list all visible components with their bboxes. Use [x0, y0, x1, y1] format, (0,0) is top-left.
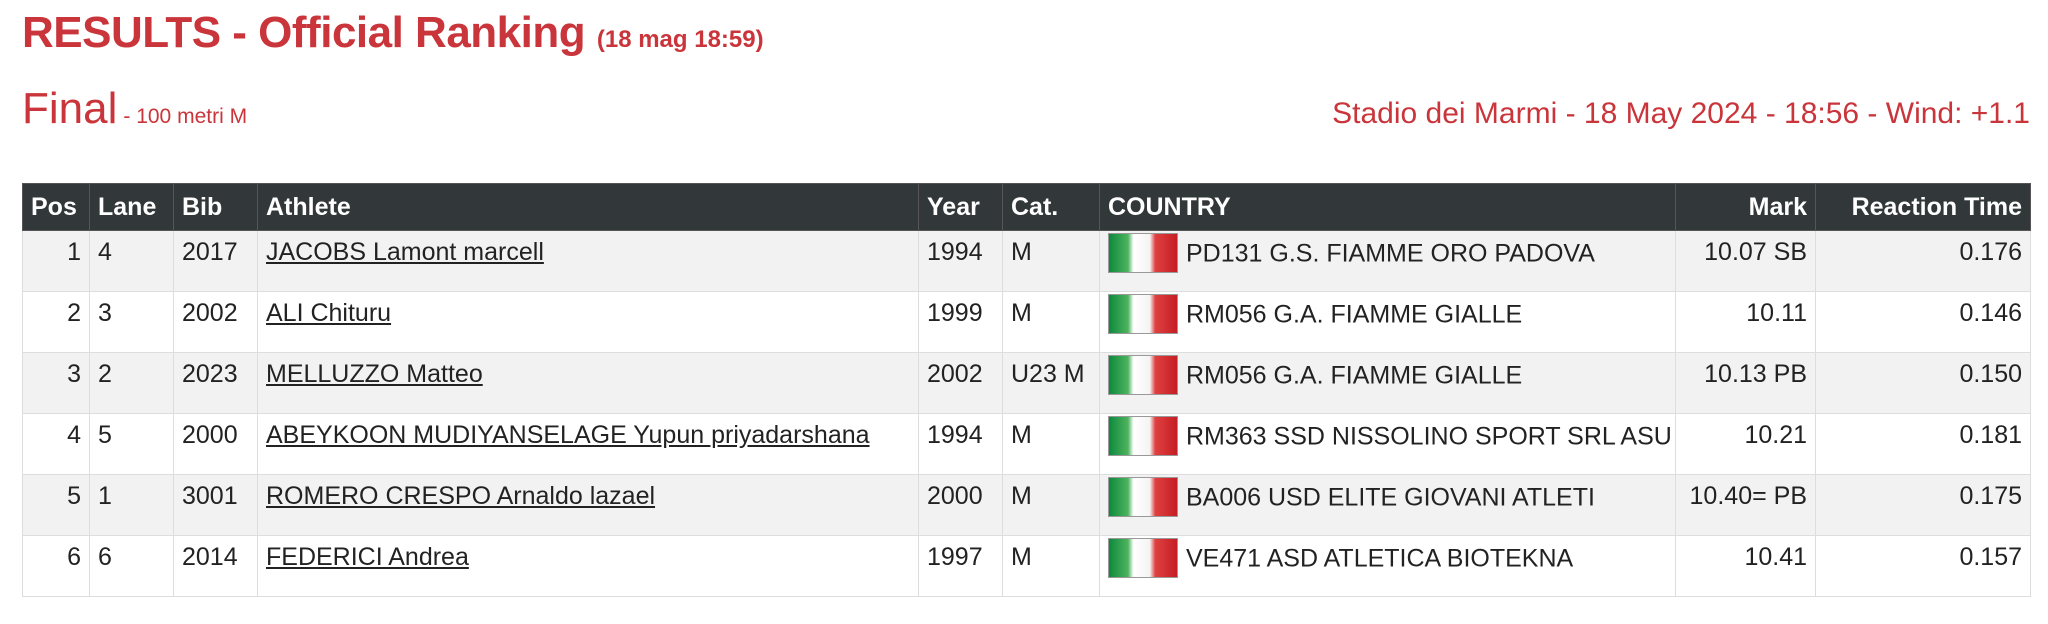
cell-mark: 10.11	[1675, 291, 1816, 353]
cell-bib: 2017	[173, 230, 258, 292]
table-row: 4 5 2000 ABEYKOON MUDIYANSELAGE Yupun pr…	[22, 413, 2031, 475]
club-name: RM056 G.A. FIAMME GIALLE	[1186, 361, 1523, 390]
club-name: RM363 SSD NISSOLINO SPORT SRL ASU	[1186, 422, 1672, 451]
cell-lane: 4	[89, 230, 174, 292]
athlete-link[interactable]: JACOBS Lamont marcell	[266, 238, 544, 266]
cell-bib: 2002	[173, 291, 258, 353]
cell-year: 2000	[918, 474, 1003, 536]
cell-cat: M	[1002, 413, 1100, 475]
athlete-link[interactable]: ROMERO CRESPO Arnaldo lazael	[266, 482, 656, 510]
club-name: PD131 G.S. FIAMME ORO PADOVA	[1186, 239, 1595, 268]
cell-mark: 10.13 PB	[1675, 352, 1816, 414]
athlete-link[interactable]: MELLUZZO Matteo	[266, 360, 483, 388]
cell-cat: M	[1002, 535, 1100, 597]
cell-athlete: FEDERICI Andrea	[257, 535, 919, 597]
title-text: RESULTS - Official Ranking	[22, 8, 586, 57]
page-title: RESULTS - Official Ranking (18 mag 18:59…	[22, 8, 764, 58]
col-header-year[interactable]: Year	[918, 183, 1003, 231]
cell-bib: 3001	[173, 474, 258, 536]
round-name: Final	[22, 84, 118, 133]
cell-cat: M	[1002, 291, 1100, 353]
cell-country: RM363 SSD NISSOLINO SPORT SRL ASU	[1099, 413, 1676, 475]
cell-year: 1994	[918, 413, 1003, 475]
cell-lane: 2	[89, 352, 174, 414]
cell-mark: 10.40= PB	[1675, 474, 1816, 536]
club-name: BA006 USD ELITE GIOVANI ATLETI	[1186, 483, 1595, 512]
cell-mark: 10.41	[1675, 535, 1816, 597]
italy-flag-icon	[1108, 477, 1178, 518]
cell-reaction-time: 0.176	[1815, 230, 2031, 292]
table-row: 2 3 2002 ALI Chituru 1999 M RM056 G.A. F…	[22, 291, 2031, 353]
round-heading: Final - 100 metri M	[22, 84, 247, 134]
cell-country: VE471 ASD ATLETICA BIOTEKNA	[1099, 535, 1676, 597]
italy-flag-icon	[1108, 233, 1178, 274]
club-name: RM056 G.A. FIAMME GIALLE	[1186, 300, 1523, 329]
cell-mark: 10.21	[1675, 413, 1816, 475]
cell-lane: 3	[89, 291, 174, 353]
col-header-mark[interactable]: Mark	[1675, 183, 1816, 231]
cell-reaction-time: 0.175	[1815, 474, 2031, 536]
cell-cat: M	[1002, 474, 1100, 536]
italy-flag-icon	[1108, 538, 1178, 579]
event-subheader: Final - 100 metri M Stadio dei Marmi - 18…	[22, 84, 2030, 134]
cell-pos: 4	[22, 413, 90, 475]
cell-athlete: MELLUZZO Matteo	[257, 352, 919, 414]
table-row: 3 2 2023 MELLUZZO Matteo 2002 U23 M RM05…	[22, 352, 2031, 414]
cell-bib: 2014	[173, 535, 258, 597]
italy-flag-icon	[1108, 355, 1178, 396]
cell-year: 1997	[918, 535, 1003, 597]
cell-mark: 10.07 SB	[1675, 230, 1816, 292]
table-row: 6 6 2014 FEDERICI Andrea 1997 M VE471 AS…	[22, 535, 2031, 597]
cell-reaction-time: 0.146	[1815, 291, 2031, 353]
cell-cat: M	[1002, 230, 1100, 292]
cell-year: 1994	[918, 230, 1003, 292]
col-header-athlete[interactable]: Athlete	[257, 183, 919, 231]
cell-lane: 6	[89, 535, 174, 597]
cell-cat: U23 M	[1002, 352, 1100, 414]
cell-reaction-time: 0.150	[1815, 352, 2031, 414]
results-table: Pos Lane Bib Athlete Year Cat. COUNTRY M…	[22, 183, 2031, 597]
athlete-link[interactable]: ALI Chituru	[266, 299, 392, 327]
table-row: 5 1 3001 ROMERO CRESPO Arnaldo lazael 20…	[22, 474, 2031, 536]
event-name: - 100 metri M	[123, 105, 248, 128]
venue-info: Stadio dei Marmi - 18 May 2024 - 18:56 -…	[1332, 97, 2030, 130]
cell-year: 1999	[918, 291, 1003, 353]
athlete-link[interactable]: ABEYKOON MUDIYANSELAGE Yupun priyadarsha…	[266, 421, 870, 449]
col-header-reaction-time[interactable]: Reaction Time	[1815, 183, 2031, 231]
cell-reaction-time: 0.157	[1815, 535, 2031, 597]
cell-country: PD131 G.S. FIAMME ORO PADOVA	[1099, 230, 1676, 292]
cell-athlete: ROMERO CRESPO Arnaldo lazael	[257, 474, 919, 536]
cell-reaction-time: 0.181	[1815, 413, 2031, 475]
cell-country: RM056 G.A. FIAMME GIALLE	[1099, 291, 1676, 353]
cell-pos: 2	[22, 291, 90, 353]
italy-flag-icon	[1108, 416, 1178, 457]
cell-athlete: ABEYKOON MUDIYANSELAGE Yupun priyadarsha…	[257, 413, 919, 475]
cell-lane: 5	[89, 413, 174, 475]
italy-flag-icon	[1108, 294, 1178, 335]
table-header-row: Pos Lane Bib Athlete Year Cat. COUNTRY M…	[22, 183, 2031, 231]
cell-bib: 2023	[173, 352, 258, 414]
cell-pos: 1	[22, 230, 90, 292]
col-header-country[interactable]: COUNTRY	[1099, 183, 1676, 231]
cell-pos: 5	[22, 474, 90, 536]
cell-athlete: ALI Chituru	[257, 291, 919, 353]
cell-lane: 1	[89, 474, 174, 536]
cell-bib: 2000	[173, 413, 258, 475]
cell-pos: 3	[22, 352, 90, 414]
cell-athlete: JACOBS Lamont marcell	[257, 230, 919, 292]
col-header-pos[interactable]: Pos	[22, 183, 90, 231]
col-header-lane[interactable]: Lane	[89, 183, 174, 231]
cell-year: 2002	[918, 352, 1003, 414]
cell-pos: 6	[22, 535, 90, 597]
cell-country: RM056 G.A. FIAMME GIALLE	[1099, 352, 1676, 414]
col-header-bib[interactable]: Bib	[173, 183, 258, 231]
table-row: 1 4 2017 JACOBS Lamont marcell 1994 M PD…	[22, 230, 2031, 292]
title-timestamp: (18 mag 18:59)	[596, 26, 764, 53]
col-header-cat[interactable]: Cat.	[1002, 183, 1100, 231]
athlete-link[interactable]: FEDERICI Andrea	[266, 543, 469, 571]
cell-country: BA006 USD ELITE GIOVANI ATLETI	[1099, 474, 1676, 536]
club-name: VE471 ASD ATLETICA BIOTEKNA	[1186, 544, 1574, 573]
